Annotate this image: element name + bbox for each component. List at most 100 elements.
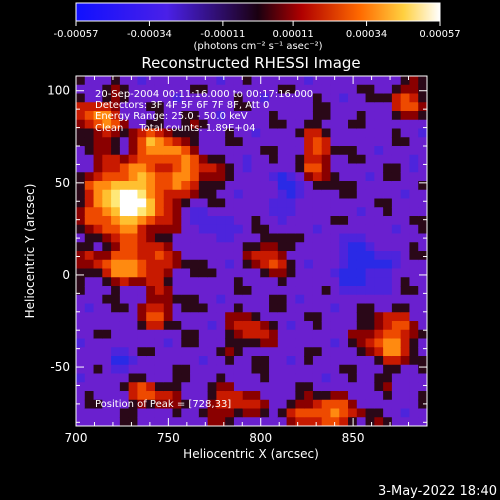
heatmap-cell (339, 154, 349, 165)
heatmap-cell (374, 373, 384, 383)
heatmap-cell (216, 181, 226, 191)
heatmap-cell (365, 163, 375, 173)
heatmap-cell (391, 268, 402, 278)
heatmap-cell (277, 216, 288, 226)
heatmap-cell (172, 137, 182, 147)
heatmap-cell (233, 277, 244, 287)
heatmap-cell (172, 329, 182, 340)
heatmap-cell (181, 391, 191, 401)
heatmap-cell (146, 268, 156, 278)
heatmap-cell (312, 286, 323, 296)
heatmap-cell (93, 277, 103, 287)
heatmap-cell (93, 181, 103, 191)
heatmap-cell (190, 119, 200, 130)
heatmap-cell (269, 84, 279, 95)
heatmap-cell (330, 364, 340, 375)
heatmap-cell (330, 373, 340, 383)
heatmap-cell (391, 408, 402, 418)
heatmap-cell (383, 111, 393, 121)
heatmap-cell (295, 198, 305, 208)
heatmap-cell (260, 102, 270, 112)
heatmap-cell (207, 84, 218, 95)
heatmap-cell (339, 364, 349, 375)
heatmap-cell (225, 294, 235, 305)
heatmap-cell (128, 303, 139, 313)
heatmap-cell (207, 259, 218, 270)
heatmap-cell (137, 399, 147, 410)
heatmap-cell (409, 373, 419, 383)
heatmap-cell (260, 198, 270, 208)
heatmap-cell (304, 399, 314, 410)
heatmap-cell (277, 286, 288, 296)
heatmap-cell (216, 119, 226, 130)
heatmap-cell (198, 163, 209, 173)
heatmap-cell (163, 399, 174, 410)
heatmap-cell (391, 224, 402, 235)
heatmap-cell (383, 251, 393, 261)
heatmap-cell (269, 128, 279, 138)
heatmap-cell (418, 181, 427, 191)
heatmap-cell (190, 137, 200, 147)
heatmap-cell (111, 321, 121, 331)
heatmap-cell (330, 189, 340, 200)
heatmap-cell (190, 356, 200, 366)
heatmap-cell (409, 93, 419, 103)
heatmap-cell (304, 294, 314, 305)
heatmap-cell (225, 102, 235, 112)
heatmap-cell (76, 312, 86, 322)
heatmap-cell (383, 303, 393, 313)
heatmap-cell (216, 207, 226, 217)
heatmap-cell (400, 181, 411, 191)
heatmap-cell (339, 146, 349, 156)
heatmap-cell (295, 347, 305, 357)
heatmap-cell (119, 321, 130, 331)
heatmap-cell (312, 128, 323, 138)
heatmap-cell (348, 294, 358, 305)
heatmap-cell (269, 172, 279, 182)
heatmap-cell (198, 233, 209, 243)
heatmap-cell (181, 251, 191, 261)
heatmap-cell (242, 373, 253, 383)
heatmap-cell (137, 373, 147, 383)
heatmap-cell (295, 154, 305, 165)
heatmap-cell (146, 119, 156, 130)
heatmap-cell (400, 408, 411, 418)
heatmap-cell (330, 172, 340, 182)
heatmap-cell (295, 251, 305, 261)
heatmap-cell (198, 189, 209, 200)
heatmap-cell (365, 312, 375, 322)
heatmap-cell (225, 347, 235, 357)
heatmap-cell (146, 338, 156, 348)
heatmap-cell (76, 399, 86, 410)
heatmap-cell (225, 119, 235, 130)
heatmap-cell (286, 356, 296, 366)
heatmap-cell (128, 259, 139, 270)
heatmap-cell (154, 294, 165, 305)
heatmap-cell (102, 93, 112, 103)
heatmap-cell (251, 93, 261, 103)
heatmap-cell (93, 76, 103, 86)
heatmap-cell (383, 347, 393, 357)
heatmap-cell (216, 417, 226, 426)
heatmap-cell (418, 102, 427, 112)
heatmap-cell (207, 268, 218, 278)
heatmap-cell (146, 259, 156, 270)
heatmap-cell (295, 189, 305, 200)
heatmap-cell (242, 294, 253, 305)
heatmap-cell (295, 233, 305, 243)
heatmap-cell (163, 137, 174, 147)
heatmap-cell (93, 154, 103, 165)
heatmap-cell (128, 294, 139, 305)
heatmap-cell (84, 93, 95, 103)
heatmap-cell (295, 303, 305, 313)
heatmap-cell (251, 251, 261, 261)
heatmap-cell (181, 277, 191, 287)
heatmap-cell (304, 172, 314, 182)
heatmap-cell (418, 321, 427, 331)
heatmap-cell (286, 382, 296, 392)
heatmap-cell (418, 233, 427, 243)
heatmap-cell (207, 286, 218, 296)
heatmap-cell (374, 146, 384, 156)
heatmap-cell (93, 286, 103, 296)
